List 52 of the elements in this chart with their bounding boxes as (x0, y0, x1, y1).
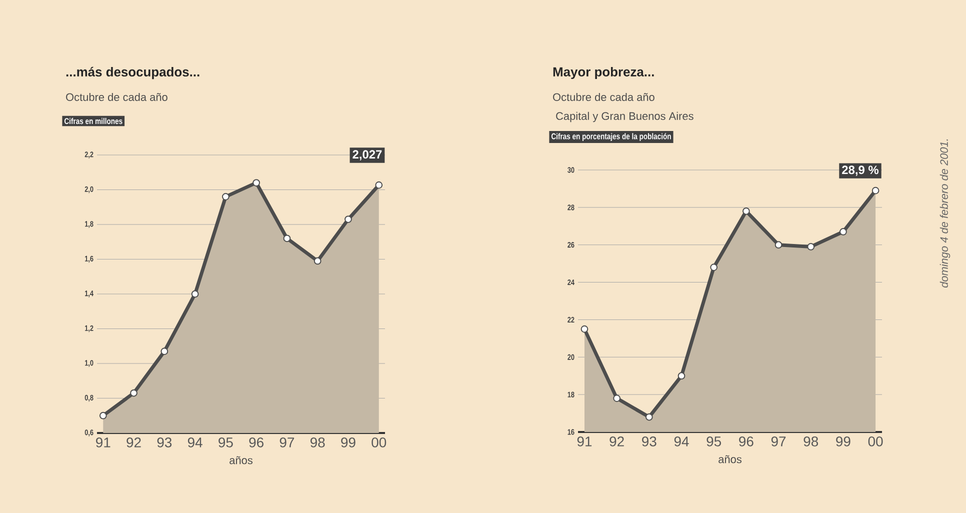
text: Capital y Gran Buenos Aires (556, 112, 694, 122)
point (645, 413, 653, 421)
point (283, 234, 291, 242)
point (678, 372, 686, 380)
x-tick-label: 91 (96, 437, 110, 448)
x-tick-label: 98 (310, 437, 325, 448)
point (872, 186, 880, 194)
point (710, 264, 718, 271)
x-tick-label: 96 (739, 436, 754, 446)
x-tick-label: 95 (706, 436, 722, 446)
y-axis-title: Cifras en porcentajes de la población (551, 132, 671, 141)
x-tick-label: 92 (610, 436, 624, 446)
x-tick-label: 99 (836, 436, 850, 446)
point (222, 193, 230, 200)
x-axis-title: años (718, 455, 742, 464)
point (774, 241, 782, 249)
point (252, 179, 260, 186)
chart-title: ...más desocupados... (66, 66, 200, 80)
x-tick-label: 91 (577, 436, 592, 446)
point (613, 394, 621, 402)
x-tick-label: 93 (642, 436, 656, 446)
y-axis-title: Cifras en millones (64, 118, 122, 124)
x-tick-label: 94 (188, 437, 202, 448)
point (130, 389, 138, 397)
annotation: 28,9 % (842, 166, 879, 176)
x-tick-label: 96 (249, 437, 264, 448)
x-tick-label: 00 (868, 436, 883, 446)
x-tick-label: 97 (280, 437, 294, 448)
chart-subtitle: Octubre de cada año (66, 92, 168, 102)
x-tick-label: 98 (804, 436, 818, 446)
point (742, 207, 750, 215)
point (840, 228, 847, 236)
point (807, 243, 815, 250)
chart-subtitle: Octubre de cada año (553, 92, 654, 102)
point (160, 348, 168, 356)
x-tick-label: 95 (218, 437, 233, 448)
chart-title: Mayor pobreza... (553, 66, 654, 80)
point (580, 325, 588, 333)
x-tick-label: 00 (372, 437, 386, 448)
x-tick-label: 97 (771, 436, 786, 446)
x-tick-label: 93 (157, 437, 172, 448)
point (344, 216, 352, 223)
x-tick-label: 92 (126, 437, 141, 448)
text: domingo 4 de febrero de 2001. (940, 139, 950, 288)
point (375, 181, 383, 189)
x-tick-label: 99 (341, 437, 356, 448)
point (191, 290, 199, 298)
x-axis-title: años (230, 456, 252, 464)
point (99, 412, 107, 420)
annotation: 2,027 (352, 150, 382, 160)
point (314, 257, 322, 265)
x-tick-label: 94 (674, 436, 689, 446)
